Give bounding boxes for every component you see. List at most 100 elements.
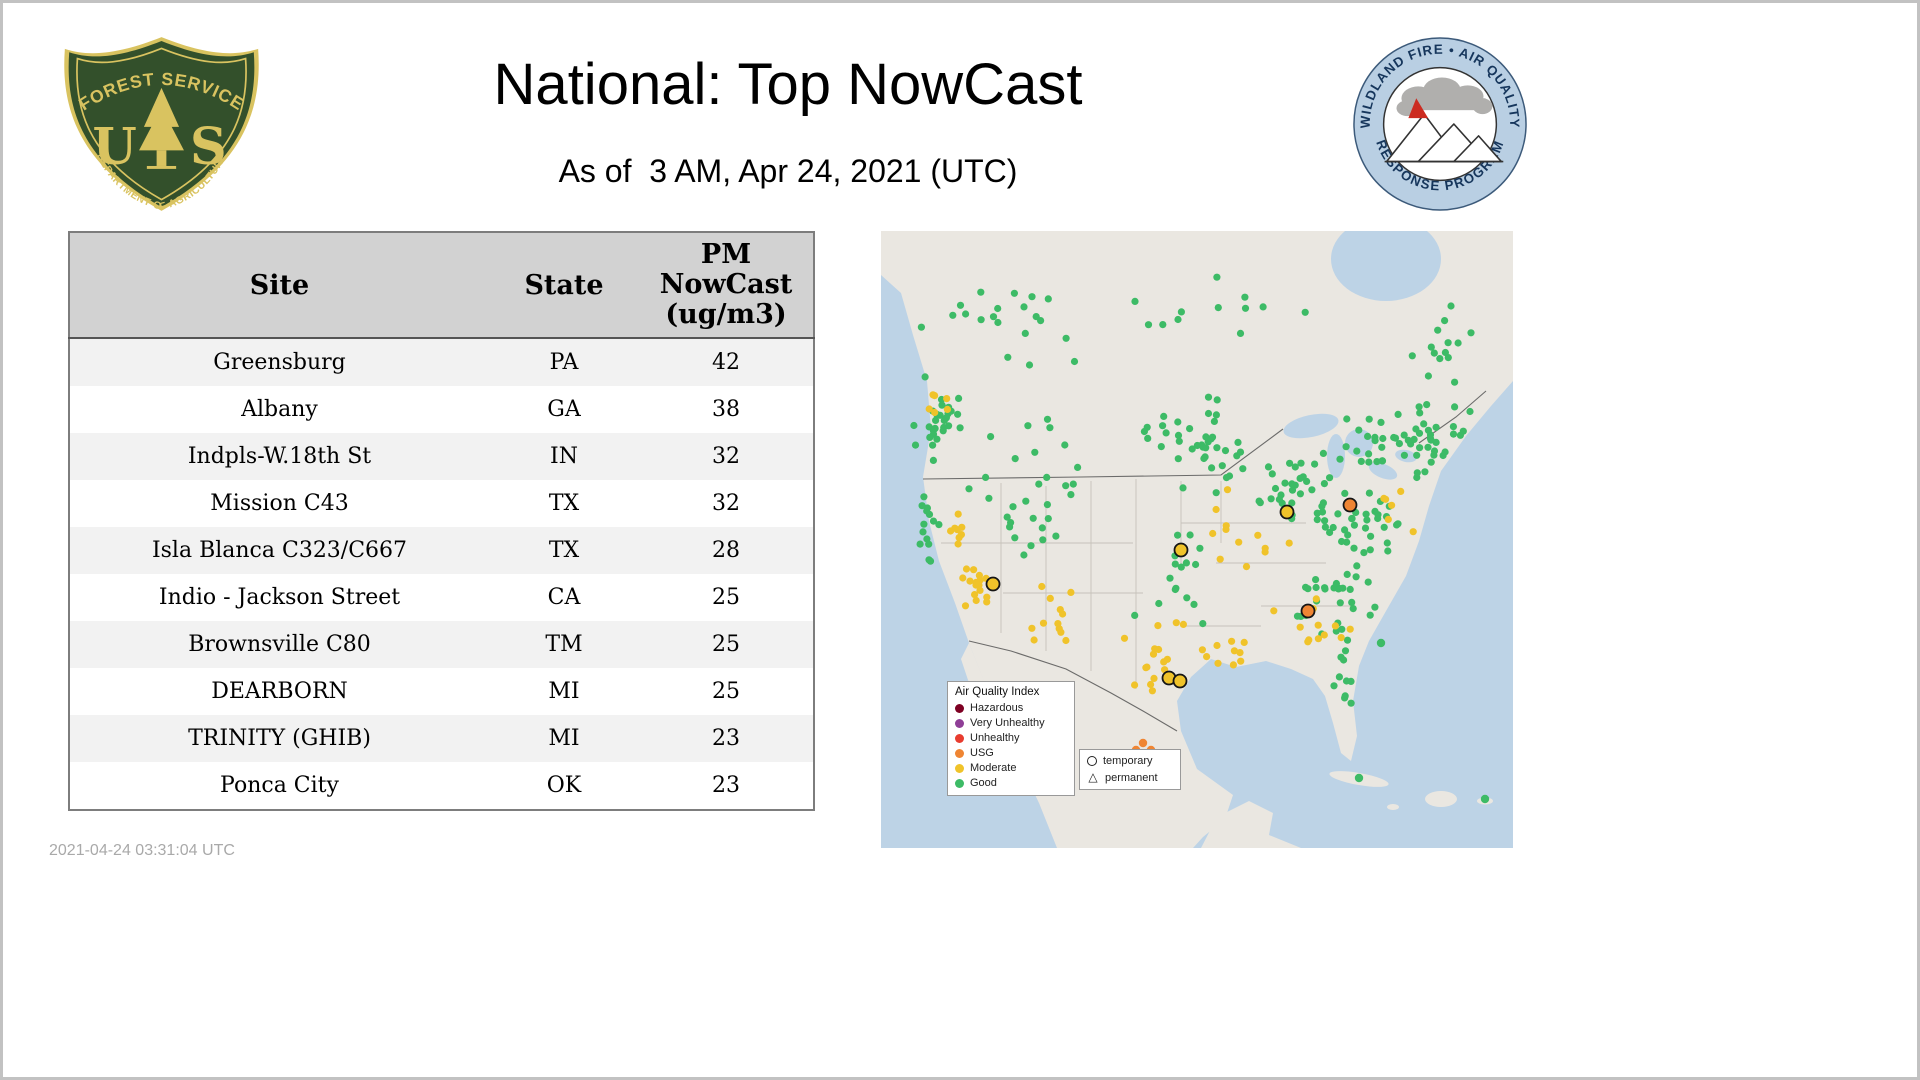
monitor-site-dot — [994, 318, 1002, 327]
monitor-site-dot — [977, 288, 985, 296]
site-cell: Mission C43 — [210, 491, 349, 516]
state-cell: GA — [547, 397, 581, 422]
monitor-site-dot — [1338, 625, 1346, 633]
monitor-site-dot — [1412, 425, 1420, 433]
monitor-site-dot — [1228, 637, 1236, 645]
monitor-site-dot — [1120, 634, 1129, 642]
monitor-site-dot — [1304, 638, 1312, 646]
monitor-site-dot — [1373, 458, 1381, 466]
monitor-site-dot — [931, 424, 939, 432]
monitor-site-dot — [1416, 444, 1424, 452]
monitor-site-dot — [921, 373, 929, 381]
monitor-site-dot — [1420, 420, 1428, 428]
monitor-site-dot — [1352, 573, 1360, 581]
smoke-cloud-icon — [1396, 77, 1493, 117]
monitor-site-dot — [966, 577, 974, 585]
pm-value-cell: 25 — [712, 632, 740, 657]
monitor-site-dot — [1312, 576, 1320, 584]
monitor-site-dot — [923, 507, 931, 515]
monitor-site-dot — [1021, 329, 1029, 337]
monitor-site-dot — [1025, 361, 1034, 369]
monitor-site-dot — [943, 405, 951, 413]
site-cell: Isla Blanca C323/C667 — [151, 538, 408, 563]
monitor-site-dot — [1062, 334, 1070, 342]
aqi-color-dot — [955, 779, 964, 788]
monitor-site-dot — [1338, 537, 1346, 546]
monitor-site-dot — [956, 424, 964, 432]
aqi-legend-label: Moderate — [970, 762, 1017, 774]
monitor-site-dot — [1157, 443, 1165, 451]
monitor-site-dot — [1296, 490, 1304, 498]
page-subtitle: As of 3 AM, Apr 24, 2021 (UTC) — [558, 153, 1018, 189]
monitor-site-dot — [1183, 594, 1191, 602]
monitor-site-dot — [1237, 657, 1245, 665]
monitor-site-dot — [1363, 516, 1371, 524]
monitor-site-dot — [1288, 499, 1296, 507]
monitor-site-dot — [1456, 431, 1464, 439]
monitor-site-dot — [972, 596, 980, 605]
monitor-site-dot — [1384, 547, 1392, 555]
monitor-site-dot — [1222, 474, 1231, 482]
monitor-site-dot — [1043, 415, 1052, 423]
state-cell: CA — [547, 585, 581, 610]
monitor-site-dot — [1270, 607, 1278, 615]
monitor-site-dot — [1360, 549, 1368, 557]
monitor-site-dot — [1341, 647, 1350, 655]
monitor-site-dot — [1052, 532, 1060, 540]
table-row: DEARBORN MI 25 — [69, 668, 814, 715]
monitor-site-dot — [1371, 603, 1379, 611]
monitor-site-dot — [1301, 308, 1309, 316]
monitor-site-dot — [1362, 510, 1370, 518]
monitor-site-dot — [1144, 321, 1153, 329]
monitor-site-dot — [1436, 355, 1444, 363]
monitor-site-dot — [1449, 423, 1457, 431]
aqi-legend-entry: USG — [955, 746, 1067, 761]
monitor-site-dot — [959, 574, 967, 582]
monitor-site-dot — [1171, 560, 1179, 568]
monitor-site-dot — [1067, 491, 1075, 499]
aqi-legend-entry: Good — [955, 776, 1067, 791]
monitor-site-dot — [1321, 517, 1329, 525]
monitor-site-dot — [925, 423, 933, 431]
aqi-legend: Air Quality Index Hazardous Very Unhealth… — [947, 681, 1075, 796]
monitor-site-dot — [1430, 349, 1438, 357]
top-nowcast-table: Site State PM NowCast (ug/m3) Greensburg… — [68, 231, 815, 811]
monitor-site-dot — [1212, 505, 1220, 514]
highlighted-monitor-site — [985, 576, 1001, 592]
highlighted-monitor-site — [1300, 603, 1316, 619]
header-site: Site — [69, 232, 489, 339]
monitor-site-dot — [954, 510, 962, 518]
site-cell: Indpls-W.18th St — [187, 444, 372, 469]
monitor-site-dot — [983, 598, 991, 606]
monitor-site-dot — [1213, 444, 1221, 452]
monitor-site-dot — [977, 316, 985, 324]
monitor-site-dot — [1239, 465, 1247, 473]
monitor-site-dot — [1334, 510, 1342, 518]
monitor-site-dot — [951, 524, 959, 532]
monitor-site-dot — [1213, 273, 1221, 281]
monitor-site-dot — [1144, 434, 1152, 442]
monitor-site-dot — [943, 395, 951, 403]
monitor-site-dot — [1341, 694, 1349, 702]
flame-icon — [1408, 98, 1429, 119]
monitor-site-dot — [1355, 426, 1363, 434]
state-cell: OK — [546, 773, 582, 798]
state-cell: PA — [549, 350, 579, 375]
monitor-site-dot — [1074, 463, 1082, 471]
site-cell: Ponca City — [220, 773, 339, 798]
monitor-site-dot — [917, 323, 925, 331]
monitor-site-dot — [1254, 531, 1262, 539]
monitor-site-dot — [926, 433, 934, 441]
monitor-site-dot — [1427, 458, 1435, 466]
monitor-site-dot — [1131, 611, 1139, 619]
monitor-site-dot — [1031, 448, 1039, 456]
monitor-site-dot — [1046, 594, 1054, 602]
monitor-site-dot — [1320, 480, 1328, 488]
marker-legend-label: permanent — [1105, 771, 1158, 784]
monitor-site-dot — [1365, 450, 1373, 458]
monitor-site-dot — [1394, 410, 1402, 418]
monitor-site-dot — [1350, 521, 1358, 529]
monitor-site-dot — [1348, 598, 1356, 606]
monitor-site-dot — [1147, 680, 1155, 689]
monitor-site-dot — [1204, 409, 1213, 418]
